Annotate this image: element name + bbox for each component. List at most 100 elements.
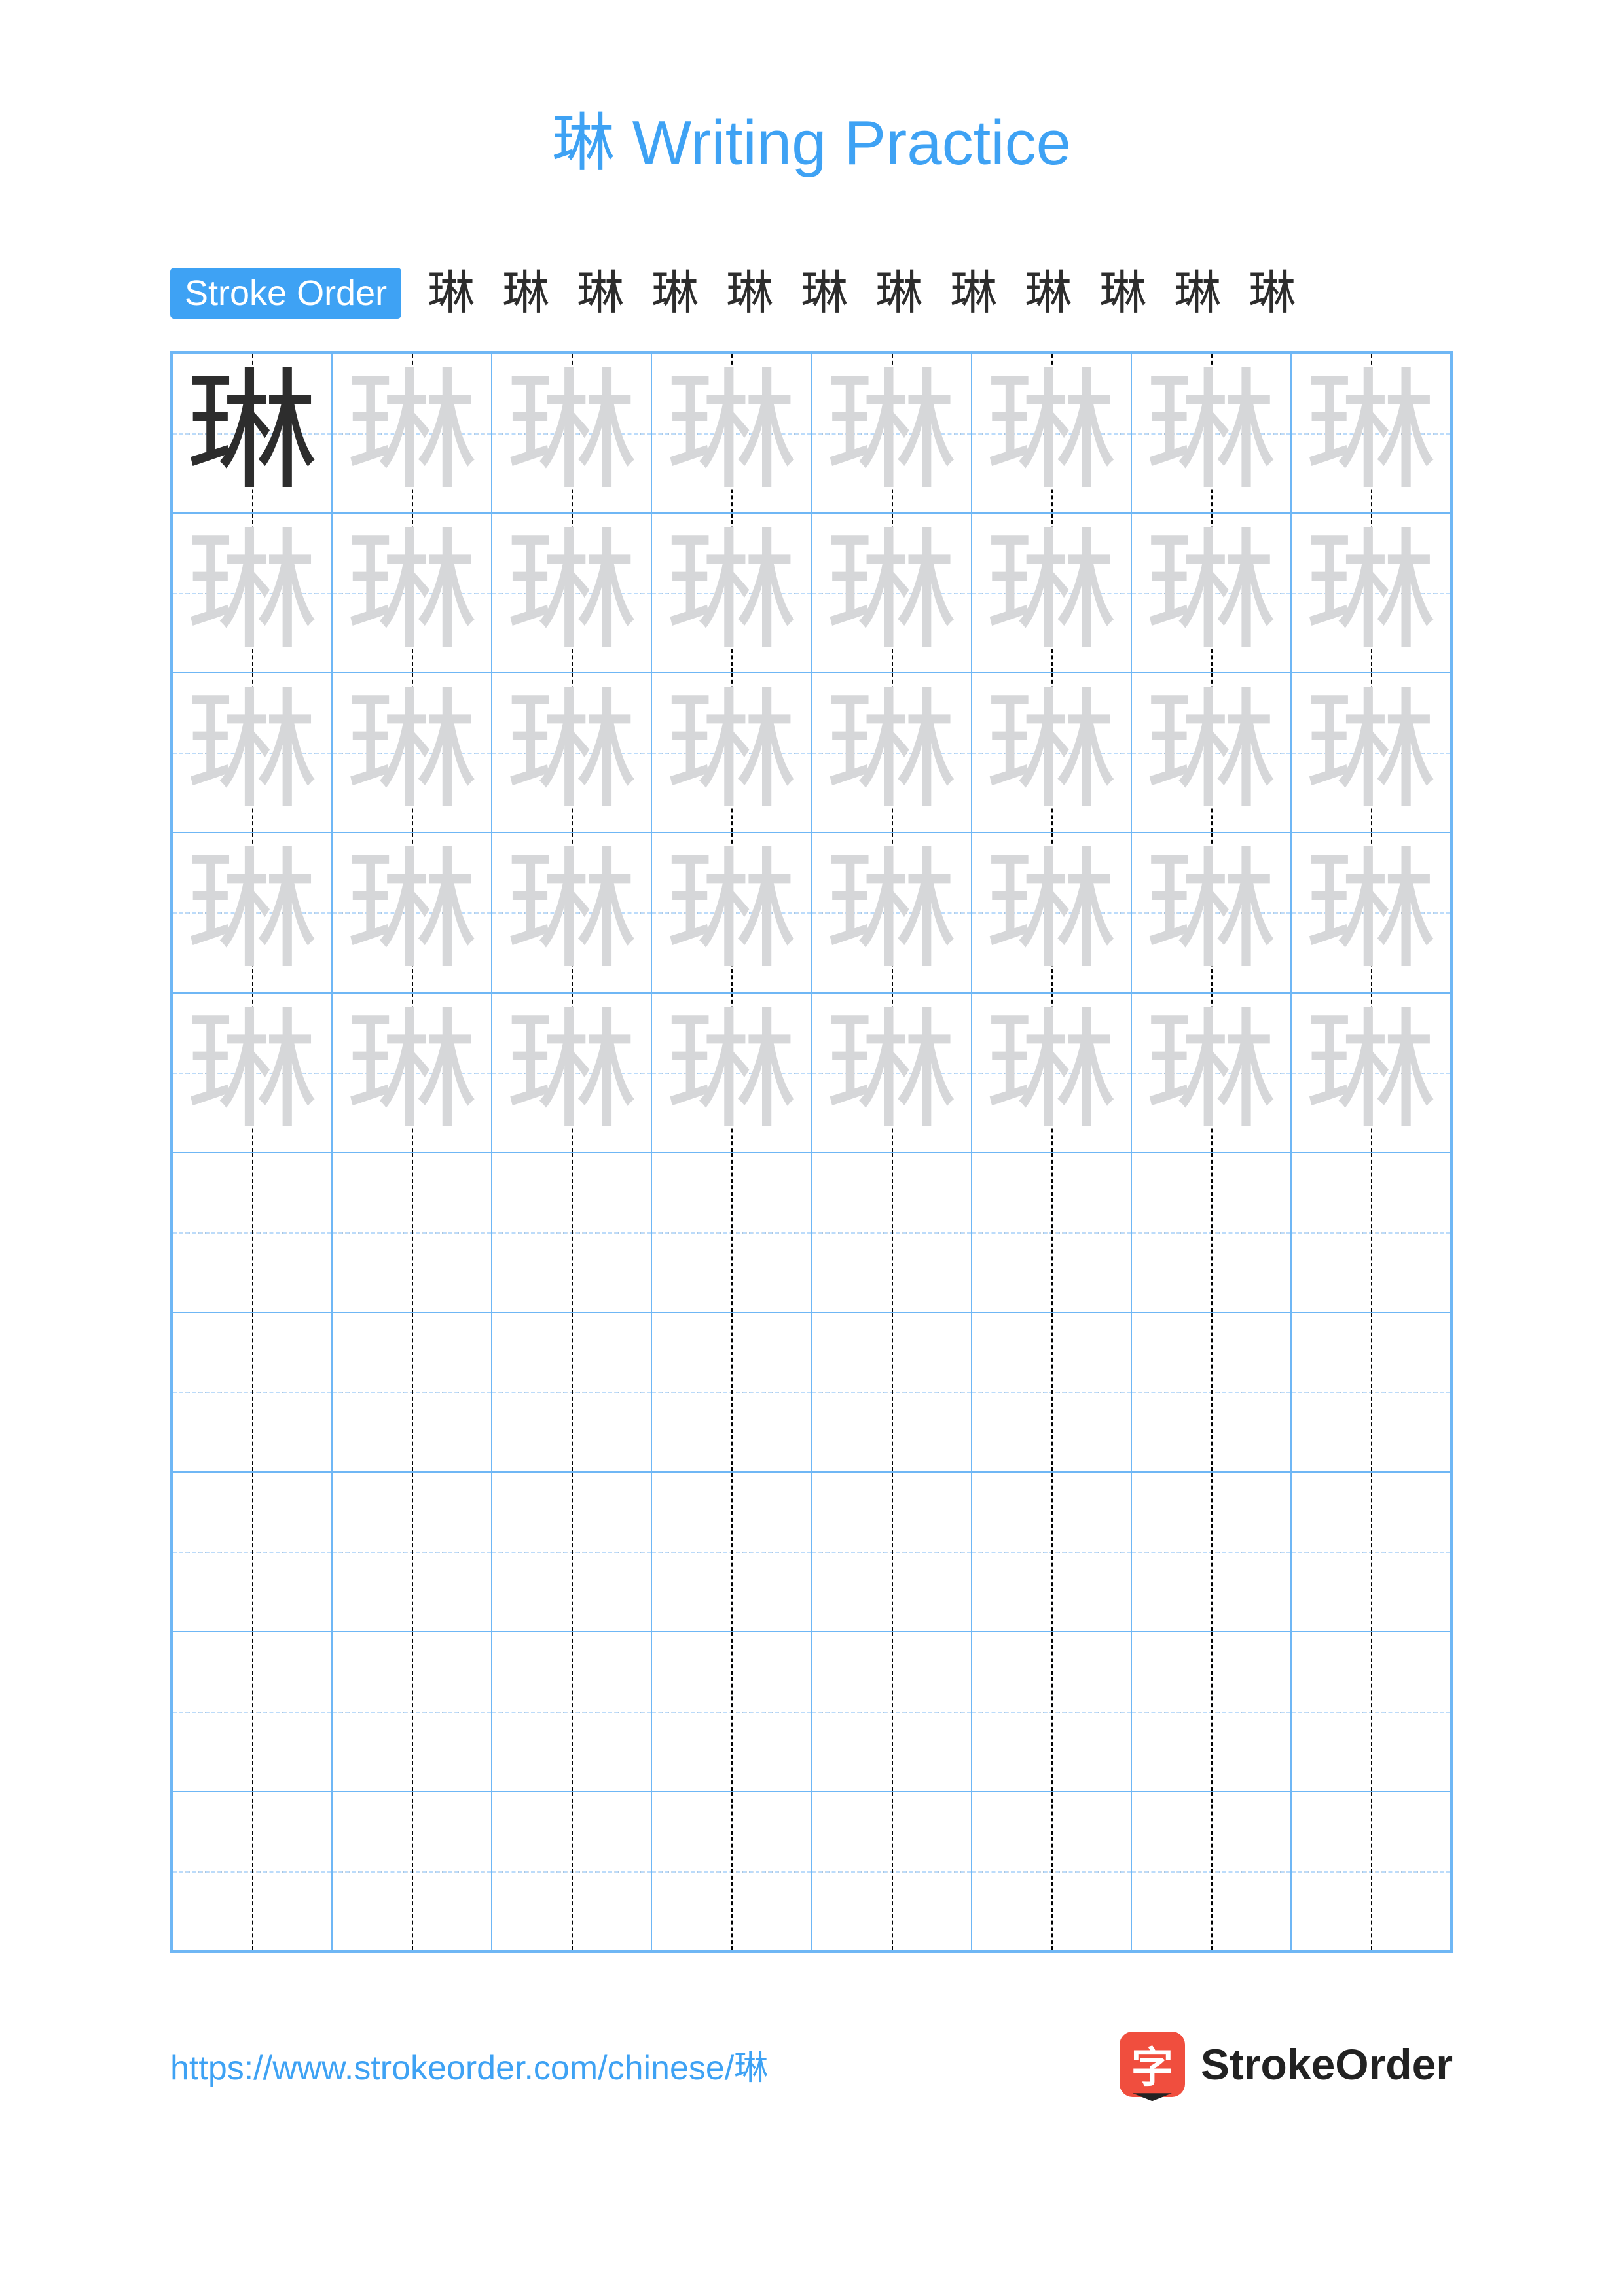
trace-character: 琳 bbox=[1146, 528, 1277, 658]
page-title: 琳 Writing Practice bbox=[170, 92, 1453, 183]
grid-cell: 琳 bbox=[172, 353, 332, 513]
grid-row: 琳琳琳琳琳琳琳琳 bbox=[172, 673, 1451, 833]
grid-row: 琳琳琳琳琳琳琳琳 bbox=[172, 513, 1451, 673]
stroke-step: 琳 bbox=[428, 270, 475, 317]
grid-cell: 琳 bbox=[492, 673, 651, 833]
grid-cell: 琳 bbox=[1131, 353, 1291, 513]
grid-cell: 琳 bbox=[651, 833, 811, 992]
grid-cell: 琳 bbox=[972, 833, 1131, 992]
grid-row bbox=[172, 1472, 1451, 1632]
grid-cell: 琳 bbox=[332, 673, 492, 833]
trace-character: 琳 bbox=[506, 528, 637, 658]
grid-cell bbox=[332, 1632, 492, 1791]
stroke-step: 琳 bbox=[1025, 270, 1072, 317]
trace-character: 琳 bbox=[1146, 1007, 1277, 1138]
brand: 字 StrokeOrder bbox=[1120, 2032, 1453, 2097]
grid-cell: 琳 bbox=[1291, 353, 1451, 513]
grid-cell: 琳 bbox=[332, 353, 492, 513]
stroke-step: 琳 bbox=[875, 270, 922, 317]
grid-cell: 琳 bbox=[492, 513, 651, 673]
grid-cell bbox=[812, 1791, 972, 1951]
brand-name: StrokeOrder bbox=[1201, 2039, 1453, 2089]
grid-cell: 琳 bbox=[492, 993, 651, 1153]
grid-cell bbox=[1291, 1472, 1451, 1632]
stroke-step: 琳 bbox=[801, 270, 848, 317]
trace-character: 琳 bbox=[187, 687, 318, 818]
trace-character: 琳 bbox=[1146, 687, 1277, 818]
grid-cell: 琳 bbox=[972, 673, 1131, 833]
grid-row bbox=[172, 1312, 1451, 1472]
trace-character: 琳 bbox=[986, 1007, 1117, 1138]
grid-cell bbox=[651, 1632, 811, 1791]
footer: https://www.strokeorder.com/chinese/琳 字 … bbox=[170, 2032, 1453, 2097]
stroke-step: 琳 bbox=[726, 270, 773, 317]
grid-cell: 琳 bbox=[172, 833, 332, 992]
trace-character: 琳 bbox=[346, 1007, 477, 1138]
trace-character: 琳 bbox=[666, 847, 797, 978]
grid-cell: 琳 bbox=[651, 673, 811, 833]
grid-cell bbox=[492, 1791, 651, 1951]
grid-cell bbox=[812, 1472, 972, 1632]
trace-character: 琳 bbox=[986, 687, 1117, 818]
grid-cell bbox=[651, 1472, 811, 1632]
grid-cell: 琳 bbox=[1131, 833, 1291, 992]
trace-character: 琳 bbox=[1305, 847, 1436, 978]
grid-cell bbox=[332, 1472, 492, 1632]
grid-row bbox=[172, 1153, 1451, 1312]
grid-cell bbox=[172, 1153, 332, 1312]
trace-character: 琳 bbox=[187, 528, 318, 658]
trace-character: 琳 bbox=[666, 1007, 797, 1138]
stroke-step: 琳 bbox=[577, 270, 624, 317]
trace-character: 琳 bbox=[986, 847, 1117, 978]
grid-cell bbox=[972, 1312, 1131, 1472]
stroke-step: 琳 bbox=[1174, 270, 1221, 317]
brand-icon: 字 bbox=[1120, 2032, 1185, 2097]
grid-row: 琳琳琳琳琳琳琳琳 bbox=[172, 993, 1451, 1153]
source-url: https://www.strokeorder.com/chinese/琳 bbox=[170, 2040, 768, 2089]
grid-cell bbox=[492, 1632, 651, 1791]
grid-cell bbox=[812, 1153, 972, 1312]
grid-row: 琳琳琳琳琳琳琳琳 bbox=[172, 833, 1451, 992]
grid-cell bbox=[1131, 1791, 1291, 1951]
grid-cell: 琳 bbox=[492, 833, 651, 992]
trace-character: 琳 bbox=[666, 368, 797, 499]
trace-character: 琳 bbox=[826, 847, 957, 978]
grid-cell bbox=[492, 1312, 651, 1472]
trace-character: 琳 bbox=[187, 847, 318, 978]
grid-cell bbox=[492, 1472, 651, 1632]
grid-cell bbox=[172, 1632, 332, 1791]
stroke-step: 琳 bbox=[502, 270, 549, 317]
grid-cell: 琳 bbox=[172, 673, 332, 833]
grid-cell bbox=[972, 1632, 1131, 1791]
trace-character: 琳 bbox=[506, 847, 637, 978]
grid-cell: 琳 bbox=[332, 993, 492, 1153]
grid-cell: 琳 bbox=[812, 833, 972, 992]
grid-cell bbox=[1131, 1632, 1291, 1791]
grid-cell: 琳 bbox=[1291, 833, 1451, 992]
grid-cell bbox=[812, 1632, 972, 1791]
trace-character: 琳 bbox=[1146, 847, 1277, 978]
grid-cell bbox=[172, 1312, 332, 1472]
trace-character: 琳 bbox=[187, 1007, 318, 1138]
grid-cell: 琳 bbox=[1131, 673, 1291, 833]
grid-cell: 琳 bbox=[1291, 673, 1451, 833]
trace-character: 琳 bbox=[346, 528, 477, 658]
grid-cell bbox=[1291, 1153, 1451, 1312]
stroke-order-steps: 琳琳琳琳琳琳琳琳琳琳琳琳 bbox=[428, 270, 1296, 317]
stroke-order-badge: Stroke Order bbox=[170, 268, 401, 319]
grid-cell: 琳 bbox=[1291, 993, 1451, 1153]
grid-cell: 琳 bbox=[812, 353, 972, 513]
grid-cell: 琳 bbox=[651, 353, 811, 513]
trace-character: 琳 bbox=[1305, 1007, 1436, 1138]
trace-character: 琳 bbox=[1305, 368, 1436, 499]
trace-character: 琳 bbox=[666, 687, 797, 818]
model-character: 琳 bbox=[187, 368, 318, 499]
grid-cell bbox=[172, 1791, 332, 1951]
grid-cell: 琳 bbox=[651, 993, 811, 1153]
stroke-step: 琳 bbox=[651, 270, 699, 317]
grid-cell bbox=[492, 1153, 651, 1312]
grid-cell: 琳 bbox=[172, 513, 332, 673]
grid-cell: 琳 bbox=[972, 993, 1131, 1153]
grid-cell: 琳 bbox=[1291, 513, 1451, 673]
grid-cell bbox=[972, 1472, 1131, 1632]
